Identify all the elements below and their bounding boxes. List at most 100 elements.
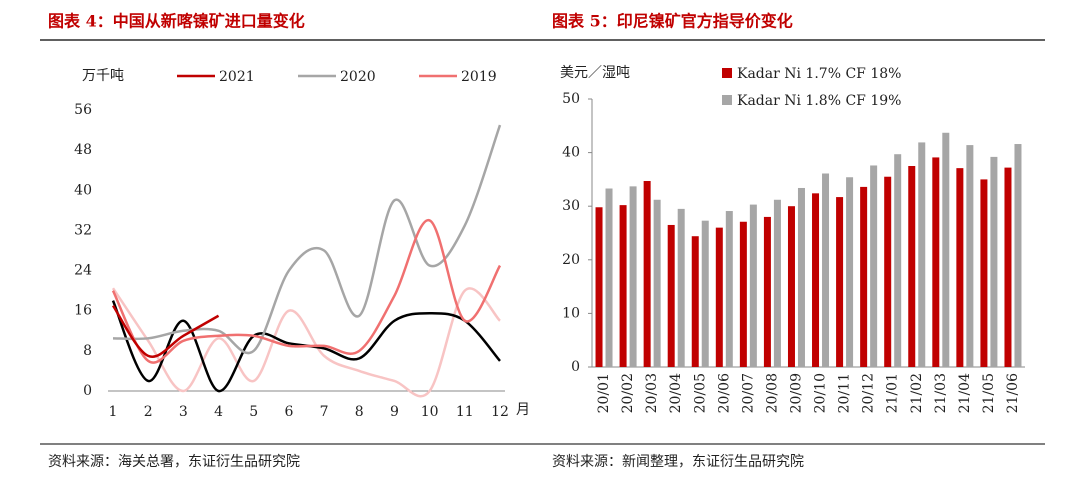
y-tick-label: 32	[74, 222, 92, 238]
y-tick-label: 10	[562, 305, 580, 321]
x-tick-label: 20/01	[596, 373, 612, 413]
legend-label: Kadar Ni 1.8% CF 19%	[737, 93, 901, 109]
series-line	[111, 219, 502, 364]
bar	[605, 188, 613, 367]
series-line	[111, 304, 220, 358]
bar	[787, 206, 795, 367]
y-tick-label: 20	[562, 252, 580, 268]
bar	[812, 193, 820, 367]
x-tick-label: 1	[109, 404, 118, 420]
chart-title: 图表 5：印尼镍矿官方指导价变化	[552, 12, 793, 31]
bar	[739, 221, 747, 367]
bar	[884, 176, 892, 367]
bar	[691, 236, 699, 367]
series-line	[111, 287, 501, 398]
bar	[1014, 144, 1022, 367]
bar	[822, 173, 830, 367]
y-tick-label: 48	[74, 142, 92, 158]
legend-swatch	[722, 95, 732, 105]
bar	[773, 199, 781, 367]
x-tick-label: 21/03	[933, 373, 949, 413]
bar	[990, 156, 998, 367]
x-tick-label: 20/04	[668, 373, 684, 413]
y-tick-label: 16	[74, 303, 92, 319]
y-tick-label: 50	[562, 91, 580, 107]
chart-title: 图表 4：中国从新喀镍矿进口量变化	[48, 12, 305, 31]
bar	[643, 181, 651, 367]
x-tick-label: 21/05	[981, 373, 997, 413]
x-tick-label: 6	[284, 404, 293, 420]
x-tick-label: 10	[421, 404, 439, 420]
x-tick-label: 20/12	[861, 373, 877, 413]
bar	[870, 165, 878, 367]
y-tick-label: 30	[562, 198, 580, 214]
source-note: 资料来源：新闻整理，东证衍生品研究院	[552, 454, 804, 470]
y-tick-label: 0	[571, 359, 580, 375]
x-tick-label: 2	[144, 404, 153, 420]
bar	[908, 166, 916, 367]
x-tick-label: 5	[249, 404, 258, 420]
bar	[860, 186, 868, 367]
bar	[701, 220, 709, 367]
y-tick-label: 40	[562, 145, 580, 161]
bar	[595, 207, 603, 367]
y-tick-label: 0	[83, 383, 92, 399]
bar	[653, 199, 661, 367]
bar	[667, 224, 675, 367]
y-axis-title: 万千吨	[82, 68, 124, 84]
x-tick-label: 9	[390, 404, 399, 420]
bar	[846, 177, 854, 367]
bar	[763, 216, 771, 367]
x-tick-label: 21/01	[885, 373, 901, 413]
bar	[918, 142, 926, 367]
y-axis-title: 美元／湿吨	[560, 65, 630, 81]
bar	[1004, 167, 1012, 367]
x-tick-label: 20/05	[692, 373, 708, 413]
x-tick-label: 21/06	[1005, 373, 1021, 413]
y-tick-label: 56	[74, 102, 92, 118]
x-tick-label: 4	[214, 404, 223, 420]
y-tick-label: 8	[83, 343, 92, 359]
bar	[836, 197, 844, 367]
x-tick-label: 20/07	[740, 373, 756, 413]
source-note: 资料来源：海关总署，东证衍生品研究院	[48, 454, 300, 470]
legend-label: 2019	[461, 69, 497, 85]
x-tick-label: 20/10	[813, 373, 829, 413]
x-tick-label: 20/03	[644, 373, 660, 413]
legend-label: Kadar Ni 1.7% CF 18%	[737, 66, 901, 82]
y-tick-label: 24	[74, 263, 92, 279]
bar	[629, 186, 637, 367]
legend-label: 2021	[219, 69, 255, 85]
bar	[980, 179, 988, 367]
legend-swatch	[722, 68, 732, 78]
x-tick-label: 3	[179, 404, 188, 420]
x-tick-label: 20/09	[788, 373, 804, 413]
bar	[942, 132, 950, 367]
series-line	[112, 124, 502, 355]
bar	[797, 187, 805, 367]
bar	[677, 208, 685, 367]
bar	[715, 227, 723, 367]
x-tick-label: 11	[456, 404, 474, 420]
x-axis-title: 月	[516, 402, 530, 418]
y-tick-label: 40	[74, 182, 92, 198]
x-tick-label: 20/02	[620, 373, 636, 413]
bar	[619, 205, 627, 367]
bar	[749, 204, 757, 367]
bar	[894, 154, 902, 367]
bar	[956, 168, 964, 367]
bar	[966, 145, 974, 367]
legend-label: 2020	[340, 69, 376, 85]
bar	[725, 211, 733, 367]
x-tick-label: 21/04	[957, 373, 973, 413]
x-tick-label: 7	[320, 404, 329, 420]
x-tick-label: 20/08	[764, 373, 780, 413]
x-tick-label: 8	[355, 404, 364, 420]
x-tick-label: 20/06	[716, 373, 732, 413]
x-tick-label: 12	[491, 404, 509, 420]
x-tick-label: 20/11	[837, 373, 853, 413]
series-line	[111, 300, 501, 393]
x-tick-label: 21/02	[909, 373, 925, 413]
bar	[932, 157, 940, 367]
